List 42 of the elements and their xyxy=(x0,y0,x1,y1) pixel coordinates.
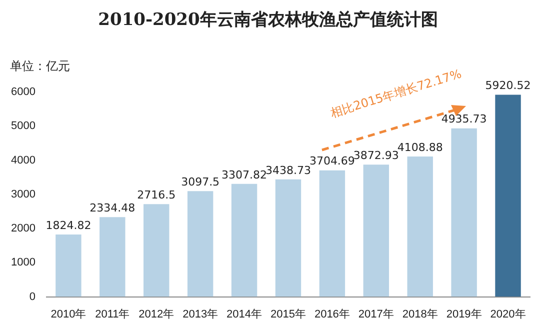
data-label: 4935.73 xyxy=(441,112,487,126)
y-tick-label: 0 xyxy=(29,290,36,303)
bar xyxy=(495,94,521,297)
x-tick-label: 2013年 xyxy=(182,308,218,320)
data-label: 3872.93 xyxy=(353,148,399,162)
y-tick-label: 5000 xyxy=(10,120,36,132)
data-label: 2716.5 xyxy=(137,188,176,202)
bar xyxy=(407,156,433,297)
x-tick-label: 2016年 xyxy=(314,308,350,320)
y-tick-label: 6000 xyxy=(10,86,36,98)
x-tick-label: 2014年 xyxy=(226,308,262,320)
data-label: 4108.88 xyxy=(397,140,443,154)
y-tick-label: 4000 xyxy=(10,154,36,166)
y-tick-label: 2000 xyxy=(10,222,36,235)
bar xyxy=(275,179,302,297)
bar xyxy=(319,170,346,297)
x-tick-label: 2015年 xyxy=(270,308,306,320)
y-axis-title: 单位：亿元 xyxy=(10,58,70,75)
data-label: 3097.5 xyxy=(181,175,220,188)
bar xyxy=(363,164,390,297)
x-tick-label: 2020年 xyxy=(490,308,526,320)
bar xyxy=(144,204,170,297)
x-tick-label: 2018年 xyxy=(402,308,438,320)
data-label: 3307.82 xyxy=(222,168,268,182)
bar xyxy=(100,217,126,297)
y-tick-label: 1000 xyxy=(10,256,36,269)
x-tick-label: 2011年 xyxy=(95,308,130,320)
data-label: 3704.69 xyxy=(309,154,355,168)
bar xyxy=(187,191,214,297)
data-label: 3438.73 xyxy=(265,164,311,177)
bar xyxy=(451,128,477,297)
x-tick-label: 2019年 xyxy=(446,308,482,320)
data-label: 1824.82 xyxy=(46,218,92,232)
data-label: 2334.48 xyxy=(90,201,136,214)
y-tick-label: 3000 xyxy=(10,188,36,200)
x-tick-label: 2012年 xyxy=(138,308,174,320)
data-label: 5920.52 xyxy=(485,79,531,92)
bar xyxy=(231,184,258,297)
chart-title: 2010-2020年云南省农林牧渔总产值统计图 xyxy=(97,9,439,31)
bar xyxy=(56,234,82,297)
x-tick-label: 2017年 xyxy=(358,308,394,320)
x-tick-label: 2010年 xyxy=(50,308,86,320)
